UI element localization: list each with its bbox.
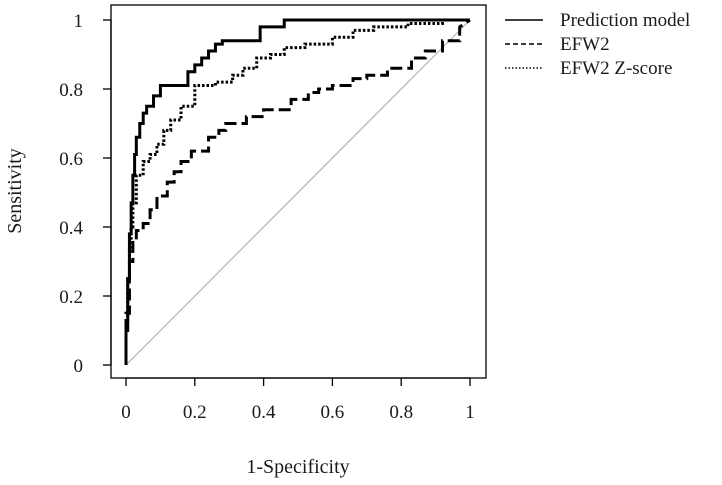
legend-label-efw2: EFW2	[560, 34, 610, 55]
series-line-efw2-z-score	[124, 18, 470, 365]
legend-label-efw2-z-score: EFW2 Z-score	[560, 58, 672, 79]
x-tick-label: 0	[121, 402, 131, 423]
y-tick-label: 0.4	[59, 218, 83, 239]
legend-label-prediction-model: Prediction model	[560, 10, 690, 31]
series-layer	[124, 18, 471, 365]
x-tick-label: 1	[465, 402, 475, 423]
x-tick-label: 0.4	[252, 402, 276, 423]
y-axis-title: Sensitivity	[4, 148, 26, 234]
x-tick-label: 0.2	[183, 402, 207, 423]
y-tick-label: 0.2	[59, 287, 83, 308]
x-axis-title: 1-Specificity	[246, 456, 349, 478]
x-tick-label: 0.8	[389, 402, 413, 423]
series-line-prediction-model	[124, 18, 470, 365]
series-line-efw2	[124, 18, 471, 365]
legend: Prediction model EFW2 EFW2 Z-score	[505, 10, 690, 79]
x-tick-label: 0.6	[321, 402, 345, 423]
y-tick-label: 0.8	[59, 80, 83, 101]
y-tick-label: 0	[74, 356, 84, 377]
reference-line-layer	[125, 19, 471, 366]
reference-diagonal-line	[125, 19, 471, 366]
axis-layer: 0 0.2 0.4 0.6 0.8 1 0 0.2 0.4 0.6 0.8 1	[59, 11, 475, 423]
y-tick-label: 0.6	[59, 149, 83, 170]
y-tick-label: 1	[74, 11, 84, 32]
